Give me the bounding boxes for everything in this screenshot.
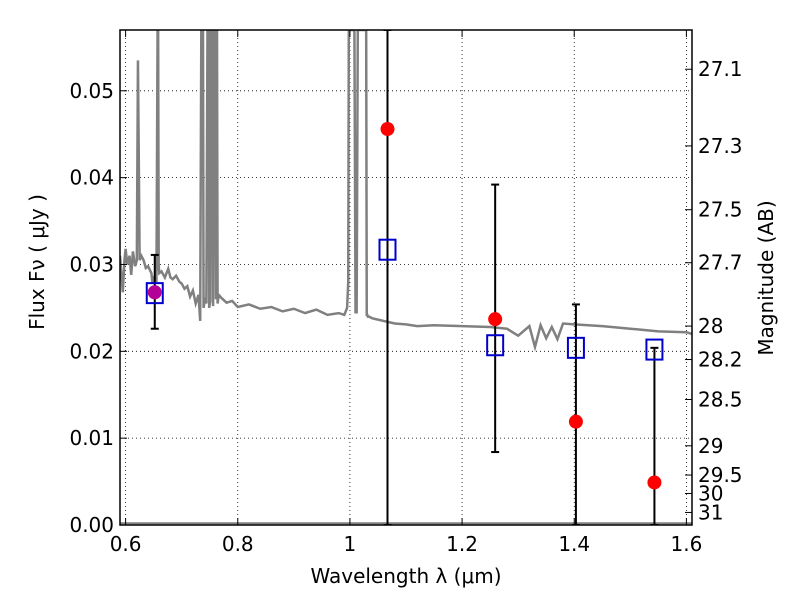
mag-tick-label: 27.1 [698, 57, 743, 81]
y-tick-label: 0.02 [69, 339, 114, 363]
y-axis-label-left: Flux Fν ( μJy ) [25, 194, 49, 330]
x-tick-label: 1.6 [670, 532, 702, 556]
axes: 0.6 0.8 1 1.2 1.4 1.6 0.00 0.01 0.02 0.03 0.04 0.05… [69, 29, 743, 556]
observed-point [568, 414, 583, 429]
x-tick-label: 1.2 [446, 532, 478, 556]
y-tick-label: 0.00 [69, 513, 114, 537]
template-spectrum-line [120, 30, 692, 352]
plot-frame [119, 29, 693, 526]
model-point [645, 338, 664, 361]
observed-point [380, 122, 395, 136]
y-tick-label: 0.04 [69, 166, 114, 190]
y-tick-label: 0.01 [69, 426, 114, 450]
x-axis-label: Wavelength λ (μm) [310, 564, 501, 588]
x-tick-label: 0.8 [222, 532, 254, 556]
overlap-point [147, 285, 162, 300]
model-point [145, 282, 164, 305]
mag-tick-label: 30 [698, 481, 723, 505]
plot-area [120, 30, 692, 525]
observed-point [488, 312, 503, 327]
mag-tick-label: 29 [698, 434, 723, 458]
mag-tick-label: 29.5 [698, 463, 743, 487]
x-tick-label: 1 [344, 532, 357, 556]
mag-tick-label: 27.3 [698, 134, 743, 158]
y-tick-label: 0.05 [69, 79, 114, 103]
observed-point [647, 475, 662, 490]
mag-tick-label: 28 [698, 314, 723, 338]
mag-tick-label: 28.5 [698, 387, 743, 411]
mag-tick-label: 27.5 [698, 198, 743, 222]
mag-tick-label: 28.2 [698, 348, 743, 372]
x-tick-label: 1.4 [558, 532, 590, 556]
mag-tick-label: 27.7 [698, 251, 743, 275]
y-tick-label: 0.03 [69, 252, 114, 276]
x-tick-label: 0.6 [110, 532, 142, 556]
model-point [378, 238, 397, 261]
model-point [566, 336, 585, 359]
model-point [486, 334, 505, 357]
mag-tick-label: 31 [698, 500, 723, 524]
y-axis-label-right: Magnitude (AB) [754, 200, 778, 355]
